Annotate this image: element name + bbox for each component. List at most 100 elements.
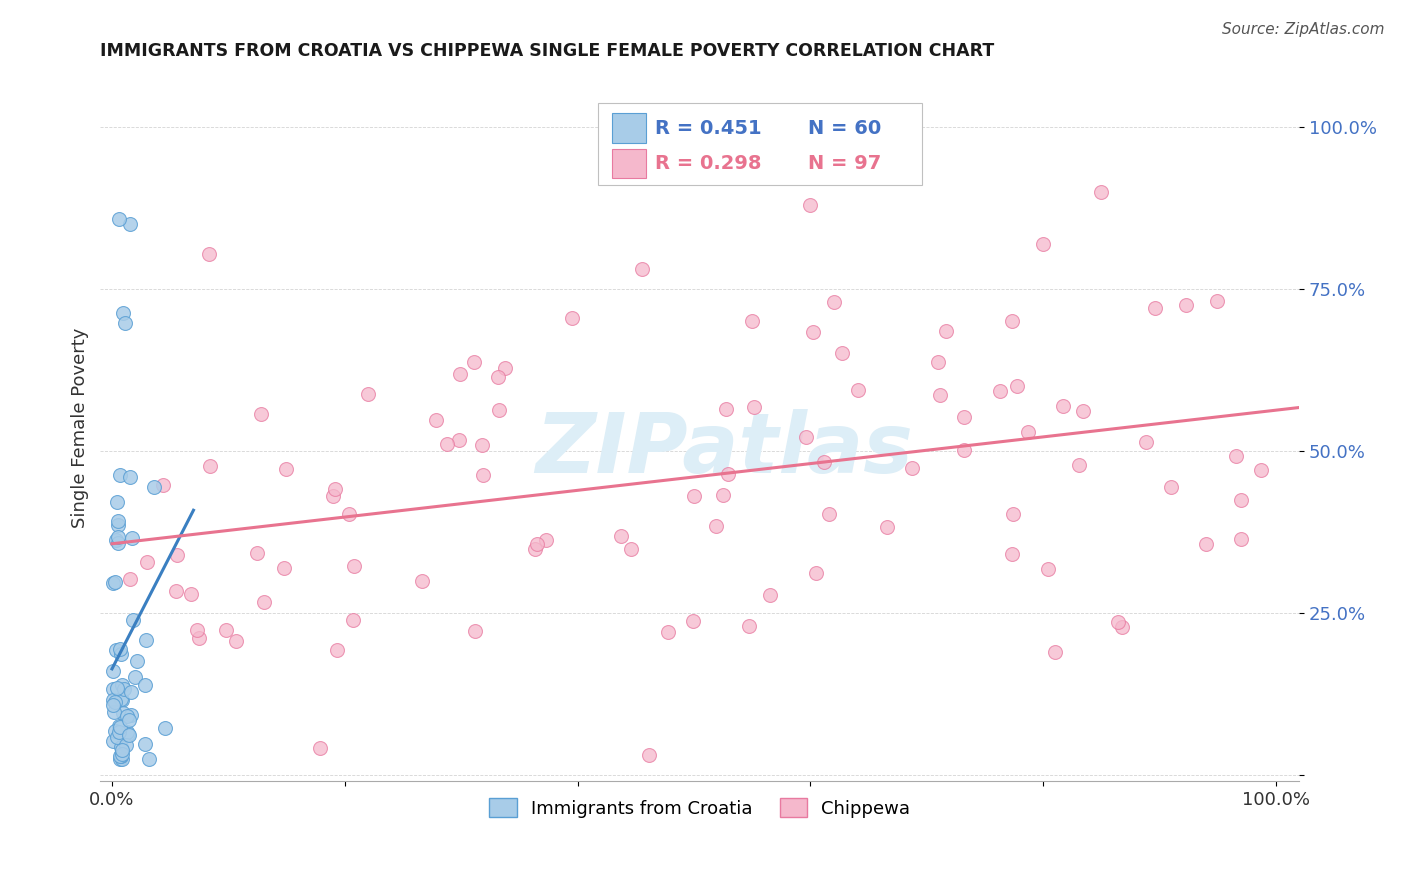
Point: [657, 625, 679, 640]
Point: [1002, 507, 1025, 521]
Point: [104, 695, 127, 709]
Point: [339, 508, 361, 522]
Point: [876, 520, 898, 534]
Point: [806, 566, 828, 581]
Point: [118, 713, 141, 727]
Point: [134, 737, 156, 751]
Point: [1107, 615, 1129, 629]
Point: [534, 533, 557, 547]
Point: [1250, 463, 1272, 477]
Point: [107, 517, 129, 532]
Point: [107, 719, 129, 733]
Point: [117, 725, 139, 739]
Point: [101, 576, 124, 591]
Point: [741, 314, 763, 328]
Point: [111, 678, 134, 692]
Point: [1195, 537, 1218, 551]
Point: [988, 384, 1011, 399]
Point: [683, 489, 706, 503]
Point: [704, 519, 727, 533]
Point: [111, 752, 134, 766]
Legend: Immigrants from Croatia, Chippewa: Immigrants from Croatia, Chippewa: [482, 791, 917, 825]
Point: [610, 529, 633, 543]
Point: [813, 455, 835, 469]
Point: [799, 197, 821, 211]
Point: [110, 751, 132, 765]
Point: [449, 434, 471, 448]
Point: [463, 355, 485, 369]
Point: [323, 483, 346, 497]
Point: [121, 531, 143, 545]
Point: [1071, 403, 1094, 417]
Point: [952, 410, 974, 425]
Point: [134, 678, 156, 692]
Text: N = 60: N = 60: [807, 119, 882, 137]
Point: [1230, 493, 1253, 508]
Point: [449, 367, 471, 381]
Point: [110, 692, 132, 706]
Point: [103, 705, 125, 719]
Point: [934, 324, 956, 338]
Point: [1017, 425, 1039, 439]
Point: [108, 725, 131, 739]
Text: R = 0.451: R = 0.451: [655, 119, 762, 137]
Point: [273, 561, 295, 575]
Point: [1036, 562, 1059, 576]
Point: [103, 698, 125, 712]
Point: [638, 748, 661, 763]
Point: [142, 481, 165, 495]
Point: [225, 634, 247, 648]
Point: [180, 587, 202, 601]
Point: [118, 572, 141, 586]
Point: [343, 559, 366, 574]
Point: [115, 709, 138, 723]
Point: [711, 488, 734, 502]
Point: [108, 720, 131, 734]
Point: [110, 642, 132, 657]
Point: [1032, 236, 1054, 251]
Point: [1230, 532, 1253, 546]
Point: [117, 728, 139, 742]
Point: [118, 217, 141, 231]
Point: [165, 583, 187, 598]
Point: [322, 489, 344, 503]
Point: [464, 624, 486, 639]
Point: [742, 400, 765, 414]
Point: [411, 574, 433, 588]
Point: [817, 507, 839, 521]
Point: [717, 467, 740, 481]
Point: [823, 294, 845, 309]
Point: [1135, 434, 1157, 449]
Point: [1043, 645, 1066, 659]
Point: [425, 413, 447, 427]
Point: [105, 643, 128, 657]
Point: [471, 468, 494, 483]
Point: [309, 740, 332, 755]
Point: [794, 430, 817, 444]
Point: [714, 401, 737, 416]
Point: [682, 614, 704, 628]
Point: [136, 555, 159, 569]
Point: [101, 733, 124, 747]
Point: [101, 664, 124, 678]
Point: [831, 346, 853, 360]
Point: [187, 632, 209, 646]
Point: [107, 514, 129, 528]
Point: [115, 738, 138, 752]
Text: ZIPatlas: ZIPatlas: [534, 409, 912, 490]
Point: [620, 541, 643, 556]
Bar: [612, 113, 645, 143]
Point: [250, 407, 273, 421]
Point: [101, 693, 124, 707]
Point: [117, 727, 139, 741]
Point: [801, 325, 824, 339]
Point: [107, 536, 129, 550]
Point: [111, 692, 134, 706]
Point: [118, 469, 141, 483]
Point: [494, 360, 516, 375]
Point: [110, 739, 132, 754]
Point: [846, 383, 869, 397]
Point: [110, 647, 132, 661]
Point: [122, 613, 145, 627]
Point: [1206, 293, 1229, 308]
